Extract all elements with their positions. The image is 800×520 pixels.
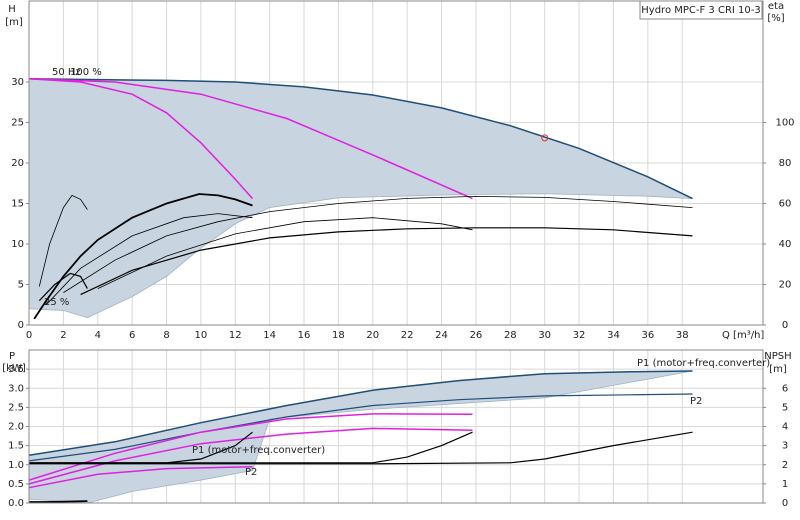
y2-tick-label: 0 [782, 320, 788, 331]
curve [28, 465, 253, 489]
annotation: P2 [245, 467, 257, 478]
plot-frame [28, 0, 764, 326]
curve [29, 500, 88, 503]
y-tick-label: 5 [18, 280, 24, 291]
x-tick-label: 26 [470, 330, 483, 341]
y-tick-label: 2.5 [8, 402, 24, 413]
x-tick-label: 12 [229, 330, 242, 341]
x-tick-label: 14 [263, 330, 276, 341]
y2-tick-label: 60 [779, 199, 792, 210]
y2-tick-label: 3 [782, 441, 788, 452]
x-tick-label: 10 [195, 330, 208, 341]
y-tick-label: 0.5 [8, 479, 24, 490]
y-tick-label: 3.0 [8, 383, 24, 394]
chart-title: Hydro MPC-F 3 CRI 10-3 [641, 5, 760, 16]
x-tick-label: 16 [298, 330, 311, 341]
annotation: 25 % [44, 297, 69, 308]
x-tick-label: 24 [435, 330, 448, 341]
curve [38, 194, 88, 287]
y2-tick-label: 6 [782, 383, 788, 394]
x-tick-label: 8 [163, 330, 169, 341]
x-tick-label: 36 [641, 330, 654, 341]
y-tick-label: 0.0 [8, 498, 24, 509]
curve [28, 78, 473, 200]
x-tick-label: 22 [401, 330, 414, 341]
y-tick-label: 0 [18, 320, 24, 331]
axis-title: [m] [769, 364, 787, 375]
y-tick-label: 2.0 [8, 422, 24, 433]
curve [80, 227, 693, 296]
y-tick-label: 10 [11, 239, 24, 250]
x-axis-title: Q [m³/h] [722, 330, 764, 341]
curve [28, 393, 693, 462]
curve [28, 413, 473, 481]
y-tick-label: 15 [11, 199, 24, 210]
annotation: P2 [690, 396, 702, 407]
y2-tick-label: 5 [782, 402, 788, 413]
annotation: 100 % [70, 67, 102, 78]
curve [63, 195, 693, 293]
y2-tick-label: 20 [779, 280, 792, 291]
title-box [639, 0, 763, 20]
curve [28, 78, 254, 200]
x-tick-label: 2 [60, 330, 66, 341]
x-tick-label: 28 [504, 330, 517, 341]
y-tick-label: 1.5 [8, 441, 24, 452]
y2-tick-label: 1 [782, 479, 788, 490]
y-tick-label: 25 [11, 118, 24, 129]
curve [28, 370, 693, 456]
axis-title: [%] [767, 13, 784, 24]
x-tick-label: 30 [538, 330, 551, 341]
axis-title: [m] [5, 17, 23, 28]
x-tick-label: 4 [95, 330, 101, 341]
x-tick-label: 18 [332, 330, 345, 341]
axis-title: eta [768, 1, 784, 12]
axis-title: [kW] [2, 363, 26, 374]
curve [33, 193, 253, 320]
curve [29, 431, 693, 465]
y-tick-label: 3.5 [8, 364, 24, 375]
y-tick-label: 30 [11, 77, 24, 88]
y2-tick-label: 80 [779, 158, 792, 169]
x-tick-label: 20 [366, 330, 379, 341]
curve [29, 431, 473, 464]
axis-title: P [9, 351, 15, 362]
y2-tick-label: 40 [779, 239, 792, 250]
axis-title: H [8, 4, 16, 15]
curve [28, 78, 693, 200]
annotation: 50 Hz [52, 67, 81, 78]
curve [45, 213, 253, 306]
annotation: P1 (motor+freq.converter) [192, 445, 325, 456]
y2-tick-label: 100 [775, 118, 794, 129]
y-tick-label: 20 [11, 158, 24, 169]
y2-tick-label: 4 [782, 422, 788, 433]
y2-tick-label: 2 [782, 460, 788, 471]
x-tick-label: 0 [26, 330, 32, 341]
axis-title: NPSH [764, 351, 791, 362]
x-tick-label: 34 [607, 330, 620, 341]
x-tick-label: 6 [129, 330, 135, 341]
x-tick-label: 32 [573, 330, 586, 341]
y-tick-label: 1.0 [8, 460, 24, 471]
duty-point [541, 134, 549, 142]
x-tick-label: 38 [676, 330, 689, 341]
curve [97, 217, 473, 289]
plot-frame [28, 349, 764, 504]
annotation: P1 (motor+freq.converter) [637, 358, 770, 369]
y2-tick-label: 0 [782, 498, 788, 509]
